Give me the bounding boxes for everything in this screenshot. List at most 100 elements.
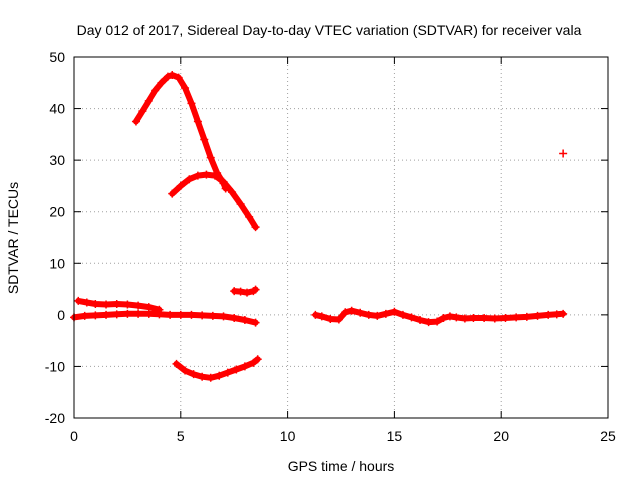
data-point xyxy=(424,318,433,327)
data-point xyxy=(102,300,111,309)
data-point xyxy=(193,117,202,126)
data-point xyxy=(364,310,373,319)
y-tick-label: 40 xyxy=(49,101,65,117)
data-point xyxy=(134,309,143,318)
data-point xyxy=(187,310,196,319)
series-band-short xyxy=(230,285,260,297)
data-point xyxy=(398,310,407,319)
series-arc-low xyxy=(172,355,262,382)
data-point xyxy=(433,317,442,326)
series-arc-mid xyxy=(168,170,260,232)
data-point xyxy=(373,311,382,320)
data-point xyxy=(144,96,153,105)
data-point xyxy=(189,370,198,379)
data-point xyxy=(91,300,100,309)
data-point xyxy=(439,313,448,322)
data-point xyxy=(210,171,219,180)
data-point xyxy=(74,296,83,305)
data-point xyxy=(480,313,489,322)
plot-data xyxy=(70,71,568,382)
data-point xyxy=(219,312,228,321)
data-point xyxy=(91,311,100,320)
data-point xyxy=(172,359,181,368)
data-point xyxy=(381,309,390,318)
data-point xyxy=(202,170,211,179)
series-line xyxy=(132,72,229,192)
data-point xyxy=(206,373,215,382)
data-point xyxy=(123,300,132,309)
data-point xyxy=(82,298,91,307)
data-point xyxy=(245,212,254,221)
data-point xyxy=(219,177,228,186)
data-point xyxy=(243,288,252,297)
data-point xyxy=(155,310,164,319)
data-point xyxy=(522,312,531,321)
data-point xyxy=(253,355,262,364)
data-point xyxy=(112,300,121,309)
x-tick-label: 5 xyxy=(177,428,185,444)
data-point xyxy=(341,308,350,317)
data-point xyxy=(200,135,209,144)
data-point xyxy=(334,315,343,324)
data-point xyxy=(181,83,190,92)
data-point xyxy=(416,316,425,325)
data-point xyxy=(407,313,416,322)
y-tick-label: 50 xyxy=(49,49,65,65)
data-point xyxy=(390,307,399,316)
data-point xyxy=(208,311,217,320)
data-point xyxy=(544,310,553,319)
data-point xyxy=(198,311,207,320)
y-tick-label: -10 xyxy=(45,358,65,374)
data-point xyxy=(151,86,160,95)
data-point xyxy=(232,365,241,374)
data-point xyxy=(317,312,326,321)
data-point xyxy=(445,312,454,321)
data-point xyxy=(168,189,177,198)
y-tick-label: 30 xyxy=(49,152,65,168)
data-point xyxy=(559,309,568,318)
data-point xyxy=(251,318,260,327)
data-point xyxy=(469,313,478,322)
y-axis-label: SDTVAR / TECUs xyxy=(5,182,21,294)
data-point xyxy=(501,313,510,322)
data-point xyxy=(185,175,194,184)
data-point xyxy=(131,117,140,126)
data-point xyxy=(102,310,111,319)
data-point xyxy=(168,71,177,80)
data-point xyxy=(236,287,245,296)
x-axis-label: GPS time / hours xyxy=(288,458,395,474)
series-band-late xyxy=(311,306,568,327)
data-point xyxy=(215,371,224,380)
data-point xyxy=(240,362,249,371)
data-point xyxy=(163,72,172,81)
data-point xyxy=(80,311,89,320)
data-point xyxy=(240,316,249,325)
data-point xyxy=(181,366,190,375)
data-point xyxy=(230,313,239,322)
plot-frame xyxy=(73,56,609,419)
data-point xyxy=(138,107,147,116)
data-point xyxy=(206,153,215,162)
x-tick-label: 15 xyxy=(387,428,403,444)
y-tick-label: 20 xyxy=(49,204,65,220)
data-point xyxy=(176,181,185,190)
data-point xyxy=(157,78,166,87)
data-point xyxy=(356,308,365,317)
data-point xyxy=(198,372,207,381)
series-isolated-point xyxy=(559,149,568,158)
x-tick-label: 10 xyxy=(280,428,296,444)
chart-title: Day 012 of 2017, Sidereal Day-to-day VTE… xyxy=(77,22,582,38)
data-point xyxy=(223,368,232,377)
data-point xyxy=(251,223,260,232)
data-point xyxy=(347,306,356,315)
data-point xyxy=(452,313,461,322)
data-point xyxy=(249,358,258,367)
x-tick-label: 20 xyxy=(493,428,509,444)
data-point xyxy=(144,309,153,318)
data-point xyxy=(134,301,143,310)
data-point xyxy=(112,310,121,319)
y-tick-label: 0 xyxy=(57,307,65,323)
data-point xyxy=(236,199,245,208)
data-point xyxy=(533,311,542,320)
